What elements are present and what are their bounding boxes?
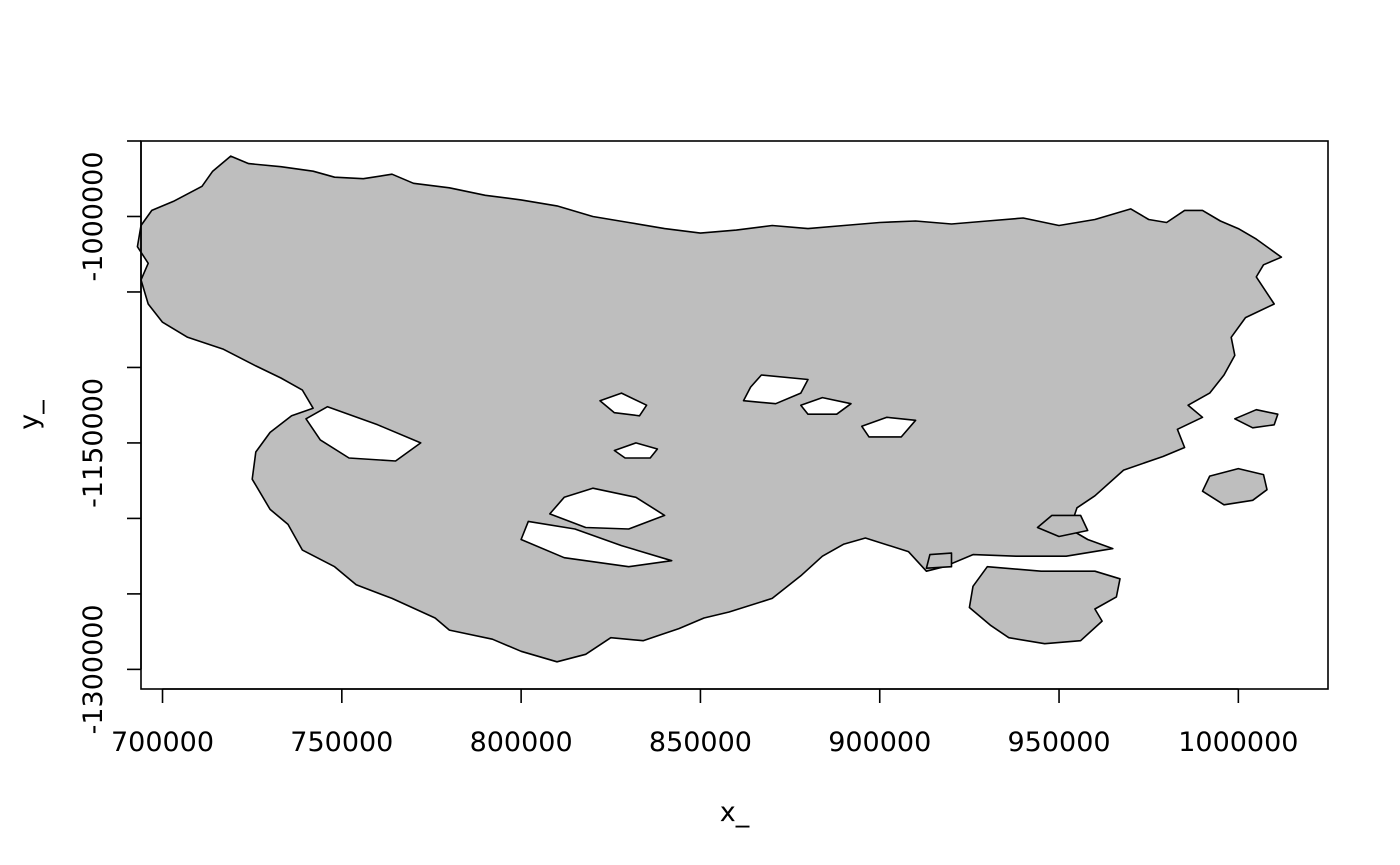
lake-hole-3	[742, 374, 809, 405]
y-tick-label: -1000000	[78, 151, 109, 281]
land-polygon-islet-5	[925, 552, 953, 569]
x-axis-title: x_	[720, 797, 750, 828]
map-layer	[136, 155, 1283, 663]
lake-hole-6	[549, 487, 666, 530]
y-tick-label: -1300000	[78, 604, 109, 734]
land-polygon-island-2	[1234, 408, 1279, 429]
lake-hole-1	[599, 392, 648, 417]
x-tick-label: 900000	[828, 727, 931, 758]
lake-hole-5	[861, 416, 917, 438]
x-tick-label: 750000	[290, 727, 393, 758]
y-axis-title: y_	[14, 400, 45, 430]
lake-hole-0	[305, 405, 422, 462]
x-tick-label: 950000	[1008, 727, 1111, 758]
x-tick-label: 850000	[649, 727, 752, 758]
x-tick-label: 1000000	[1178, 727, 1298, 758]
lake-hole-4	[800, 396, 852, 415]
x-tick-label: 700000	[111, 727, 214, 758]
lake-hole-2	[613, 442, 659, 459]
x-tick-label: 800000	[470, 727, 573, 758]
land-polygon-peninsula-3	[968, 565, 1121, 645]
y-tick-label: -1150000	[78, 378, 109, 508]
axes-layer: 700000 750000 800000 850000 900000 950000 1000…	[78, 140, 1298, 758]
land-polygon-islet-4	[1036, 514, 1089, 538]
lake-hole-7	[520, 520, 673, 568]
land-polygon-island-1	[1201, 467, 1268, 506]
